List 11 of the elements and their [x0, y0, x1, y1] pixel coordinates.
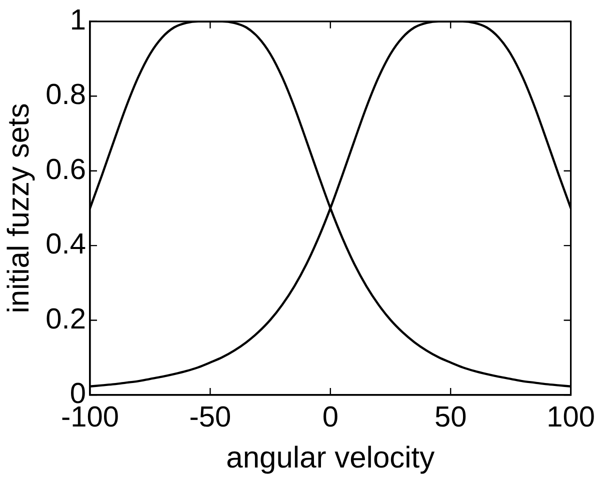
x-tick-label: 50: [434, 401, 467, 434]
x-tick-label: 100: [546, 401, 596, 434]
y-tick-label: 0.2: [46, 303, 86, 336]
x-tick-label: -50: [189, 401, 232, 434]
y-tick-label: 0.6: [46, 154, 86, 186]
x-axis-title: angular velocity: [226, 441, 435, 474]
x-tick-label: 0: [322, 401, 338, 434]
y-axis-title: initial fuzzy sets: [2, 103, 36, 314]
y-tick-label: 0.8: [46, 79, 86, 112]
y-tick-label: 1: [70, 4, 86, 36]
y-tick-label: 0.4: [46, 228, 86, 261]
